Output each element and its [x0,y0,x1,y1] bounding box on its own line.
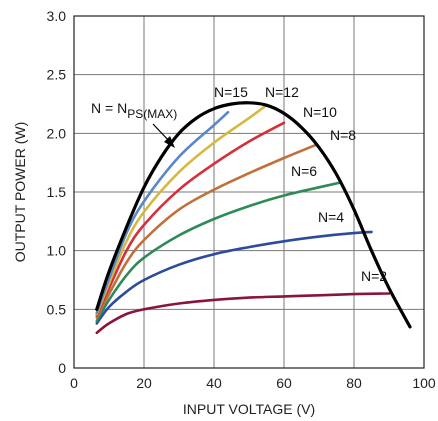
x-tick-label: 80 [346,375,362,391]
series-label-n-12: N=12 [265,84,299,100]
x-tick-label: 100 [412,375,436,391]
y-axis-label: OUTPUT POWER (W) [12,122,28,263]
series-label-n-15: N=15 [214,84,248,100]
series-line-n-15 [95,110,230,315]
x-tick-label: 40 [206,375,222,391]
y-tick-label: 1.0 [47,243,67,259]
series-line-n-10 [95,121,286,317]
series-label-n-6: N=6 [291,163,317,179]
x-tick-label: 60 [276,375,292,391]
y-tick-label: 2.5 [47,67,67,83]
series-layer [95,101,412,335]
series-label-n-8: N=8 [330,127,356,143]
series-line-n-8 [95,143,317,319]
series-line-n-6 [95,181,342,323]
series-label-n-2: N=2 [361,268,387,284]
y-tick-label: 0 [58,360,66,376]
envelope-label: N = NPS(MAX) [91,100,177,121]
y-tick-label: 1.5 [47,184,67,200]
series-label-n-10: N=10 [303,104,337,120]
series-label-n-4: N=4 [318,209,344,225]
x-axis-label: INPUT VOLTAGE (V) [183,401,315,417]
plot-frame [73,15,425,369]
y-tick-label: 0.5 [47,301,67,317]
series-line-n-12 [95,103,268,316]
envelope-curve [95,101,412,329]
series-line-n-2 [95,292,391,335]
y-tick-label: 3.0 [47,8,67,24]
x-tick-label: 20 [136,375,152,391]
x-tick-label: 0 [70,375,78,391]
y-tick-label: 2.0 [47,125,67,141]
grid [74,16,424,368]
tick-labels: 0 20 40 60 80 100 0 0.5 1.0 1.5 2.0 2.5 3.0 [47,8,436,391]
envelope-label-arrowhead [164,136,175,148]
series-line-n-4 [95,230,373,325]
series-labels: N=2 N=4 N=6 N=8 N=10N=12 N=15 N = NPS(MAX) [91,84,387,284]
